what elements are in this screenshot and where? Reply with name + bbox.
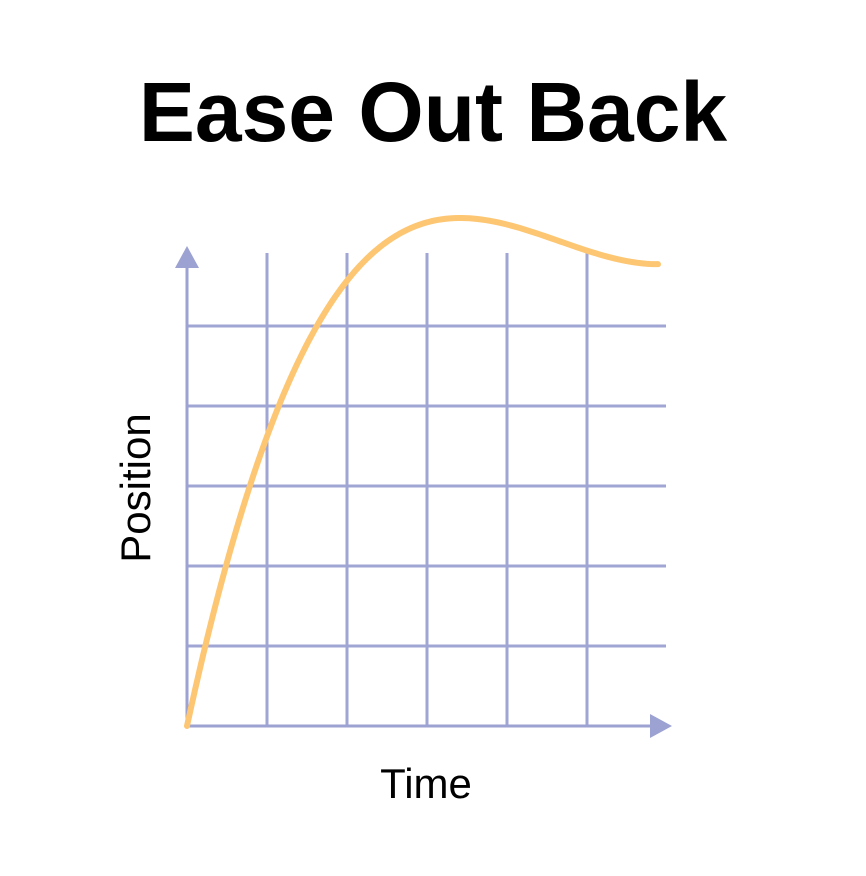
grid bbox=[187, 253, 666, 726]
y-axis-arrow-icon bbox=[175, 246, 199, 268]
y-axis-label: Position bbox=[112, 413, 159, 562]
x-axis-arrow-icon bbox=[650, 714, 672, 738]
x-axis-label: Time bbox=[380, 760, 472, 807]
